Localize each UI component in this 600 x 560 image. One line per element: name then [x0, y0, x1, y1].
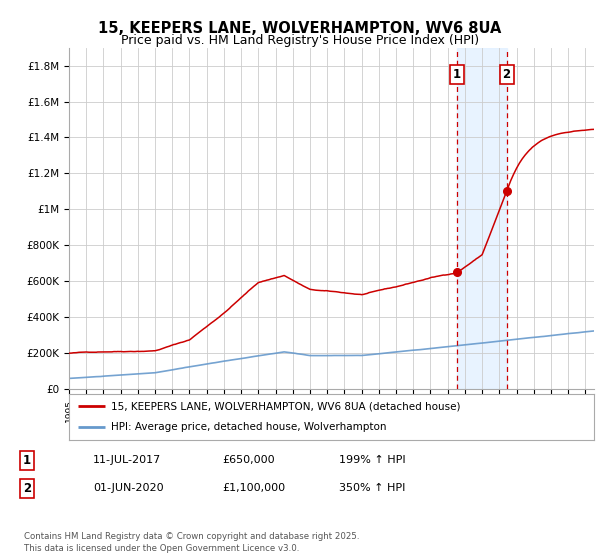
Text: 01-JUN-2020: 01-JUN-2020 — [93, 483, 164, 493]
Bar — [457, 48, 506, 389]
Text: HPI: Average price, detached house, Wolverhampton: HPI: Average price, detached house, Wolv… — [111, 422, 386, 432]
Text: 2: 2 — [23, 482, 31, 495]
Text: £650,000: £650,000 — [222, 455, 275, 465]
Text: 11-JUL-2017: 11-JUL-2017 — [93, 455, 161, 465]
Text: 1: 1 — [23, 454, 31, 467]
Text: 199% ↑ HPI: 199% ↑ HPI — [339, 455, 406, 465]
Text: £1,100,000: £1,100,000 — [222, 483, 285, 493]
Text: Price paid vs. HM Land Registry's House Price Index (HPI): Price paid vs. HM Land Registry's House … — [121, 34, 479, 46]
Text: 2: 2 — [502, 68, 511, 81]
Text: 350% ↑ HPI: 350% ↑ HPI — [339, 483, 406, 493]
Text: Contains HM Land Registry data © Crown copyright and database right 2025.
This d: Contains HM Land Registry data © Crown c… — [24, 533, 359, 553]
Text: 15, KEEPERS LANE, WOLVERHAMPTON, WV6 8UA: 15, KEEPERS LANE, WOLVERHAMPTON, WV6 8UA — [98, 21, 502, 36]
Text: 15, KEEPERS LANE, WOLVERHAMPTON, WV6 8UA (detached house): 15, KEEPERS LANE, WOLVERHAMPTON, WV6 8UA… — [111, 401, 461, 411]
Text: 1: 1 — [453, 68, 461, 81]
